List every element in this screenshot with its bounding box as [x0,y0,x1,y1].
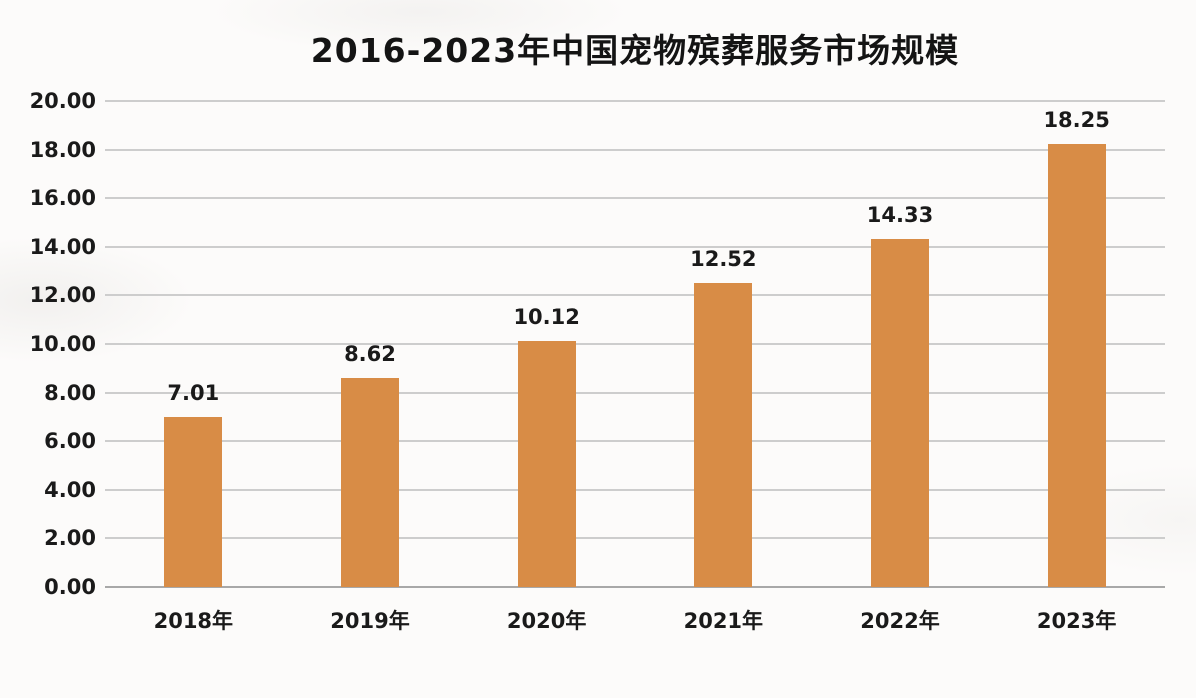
chart-title: 2016-2023年中国宠物殡葬服务市场规模 [310,31,960,70]
y-axis-tick-label: 8.00 [44,380,96,405]
bar-2018 [164,416,223,587]
x-axis-label: 2021年 [683,609,764,633]
bar-2021 [694,282,753,587]
gridline [105,245,1165,248]
bar-2019 [341,377,399,587]
y-axis-tick-label: 6.00 [44,429,96,454]
gridline [105,391,1165,394]
y-axis-tick-label: 2.00 [44,526,96,551]
y-axis-tick-label: 4.00 [44,477,96,502]
y-axis-tick-label: 12.00 [29,283,96,308]
x-axis-label: 2019年 [330,609,410,633]
y-axis-tick-label: 14.00 [29,234,96,259]
gridline [105,440,1165,443]
plot-area: 7.01 8.62 10.12 12.52 14.33 18.25 [105,100,1165,588]
gridline [105,197,1165,200]
gridline [105,100,1165,102]
gridline [105,537,1165,540]
gridline [105,148,1165,151]
gridline [105,294,1165,297]
bar-value-label: 7.01 [167,380,220,405]
y-axis-tick-label: 20.00 [29,89,96,113]
y-axis-tick-label: 16.00 [29,186,96,211]
bar-value-label: 14.33 [866,202,934,227]
y-axis-tick-label: 0.00 [44,575,96,599]
bar-2022 [871,238,929,587]
bar-2020 [517,341,576,587]
bar-2023 [1047,143,1106,587]
bar-value-label: 10.12 [513,305,580,330]
bar-value-label: 18.25 [1043,107,1110,132]
x-axis-label: 2023年 [1036,609,1117,633]
x-axis-label: 2022年 [860,609,940,633]
y-axis-tick-label: 10.00 [29,332,96,356]
x-axis-label: 2018年 [153,609,234,633]
x-axis-label: 2020年 [506,609,587,633]
gridline [105,343,1165,345]
bar-value-label: 8.62 [344,341,396,366]
gridline [105,488,1165,491]
bar-value-label: 12.52 [690,246,757,271]
y-axis-tick-label: 18.00 [29,137,96,162]
x-axis-line [105,586,1165,588]
